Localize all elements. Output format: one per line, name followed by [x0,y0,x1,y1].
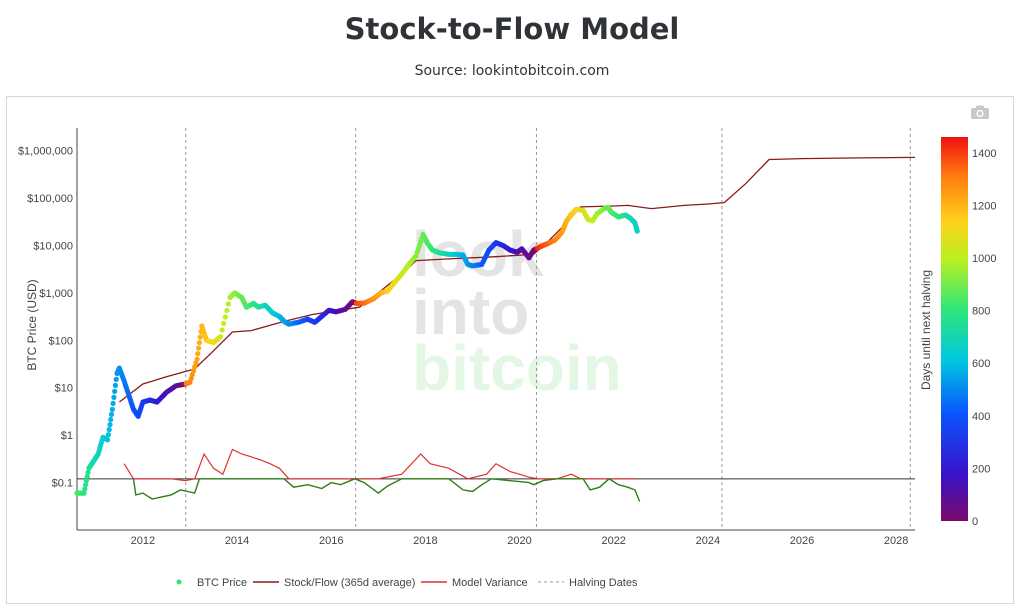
colorbar-tick-label: 0 [972,516,978,528]
y-tick-label: $1,000 [39,288,73,300]
page-subtitle: Source: lookintobitcoin.com [414,63,610,79]
legend-label-btc-price: BTC Price [197,577,247,589]
btc-price-marker [196,340,202,346]
y-tick-label: $10 [55,383,73,395]
y-tick-label: $100 [49,335,73,347]
y-tick-label: $0.1 [52,478,73,490]
colorbar-title: Days until next halving [919,270,933,390]
colorbar-tick-label: 1400 [972,148,996,160]
model-variance-low-line [132,477,641,502]
legend-item-btc-price[interactable]: BTC Price [176,577,248,589]
x-tick-label: 2014 [225,535,249,547]
legend: BTC Price Stock/Flow (365d average) Mode… [176,577,638,589]
btc-price-marker [190,368,197,374]
btc-price-marker [219,327,225,333]
btc-price-marker [222,314,228,320]
series-lines [77,156,916,502]
x-tick-label: 2028 [884,535,908,547]
btc-price-marker [109,406,115,412]
btc-price-marker [218,334,224,340]
legend-label-halving-dates: Halving Dates [569,577,638,589]
colorbar-ticks: 0 200 400 600 800 1000 1200 1400 [972,148,996,528]
axes: $0.1 $1 $10 $100 $1,000 $10,000 $100,000 $1,000… [18,128,915,547]
watermark: look into bitcoin [412,218,622,404]
btc-price-marker [195,351,201,357]
btc-price-marker [105,437,111,443]
btc-price-marker [188,375,194,382]
legend-item-model-variance[interactable]: Model Variance [421,577,528,589]
btc-price-marker [81,490,87,496]
model-variance-line [123,448,638,482]
colorbar [941,137,968,521]
x-tick-label: 2026 [790,535,814,547]
x-tick-label: 2012 [131,535,155,547]
colorbar-tick-label: 1000 [972,253,996,265]
btc-price-marker [105,432,111,438]
x-tick-label: 2016 [319,535,343,547]
colorbar-tick-label: 200 [972,463,990,475]
y-tick-label: $1 [61,430,73,442]
btc-price-marker [113,376,119,382]
y-tick-label: $10,000 [33,240,73,252]
chart-frame [6,96,1014,604]
x-tick-label: 2022 [601,535,625,547]
btc-price-marker [85,469,91,475]
camera-icon[interactable] [970,104,990,120]
btc-price-marker [110,400,116,406]
watermark-bitcoin: bitcoin [412,332,622,404]
btc-price-marker [634,228,640,234]
watermark-into: into [412,276,529,348]
price-markers [74,204,640,496]
colorbar-tick-label: 800 [972,306,990,318]
colorbar-tick-label: 600 [972,358,990,370]
x-tick-label: 2018 [413,535,437,547]
legend-item-halving-dates[interactable]: Halving Dates [538,577,638,589]
camera-glyph [971,105,989,119]
y-tick-label: $100,000 [27,193,73,205]
legend-marker-btc-price [176,579,182,585]
btc-price-marker [112,382,118,388]
btc-price-marker [194,356,200,362]
btc-price-marker [224,307,230,314]
btc-price-marker [108,411,115,417]
btc-price-marker [84,474,90,480]
stock-flow-line [119,156,916,403]
btc-price-marker [111,394,117,400]
btc-price-marker [112,388,118,394]
btc-price-marker [106,427,112,433]
colorbar-tick-label: 400 [972,411,990,423]
x-tick-label: 2020 [507,535,531,547]
btc-price-marker [221,320,227,327]
btc-price-marker [83,482,89,488]
x-tick-label: 2024 [696,535,720,547]
btc-price-marker [82,486,88,492]
btc-price-marker [192,364,198,370]
btc-price-marker [197,334,203,340]
legend-label-model-variance: Model Variance [452,577,528,589]
halving-lines [185,128,911,530]
y-axis-title: BTC Price (USD) [25,279,39,370]
btc-price-marker [83,478,89,484]
watermark-look: look [412,218,544,290]
page-title: Stock-to-Flow Model [344,12,680,46]
btc-price-marker [196,345,202,351]
btc-price-marker [108,416,114,423]
legend-item-stock-flow[interactable]: Stock/Flow (365d average) [253,577,415,589]
y-tick-label: $1,000,000 [18,146,73,158]
btc-price-marker [107,422,113,428]
colorbar-tick-label: 1200 [972,200,996,212]
legend-label-stock-flow: Stock/Flow (365d average) [284,577,415,589]
btc-price-marker [225,301,231,307]
